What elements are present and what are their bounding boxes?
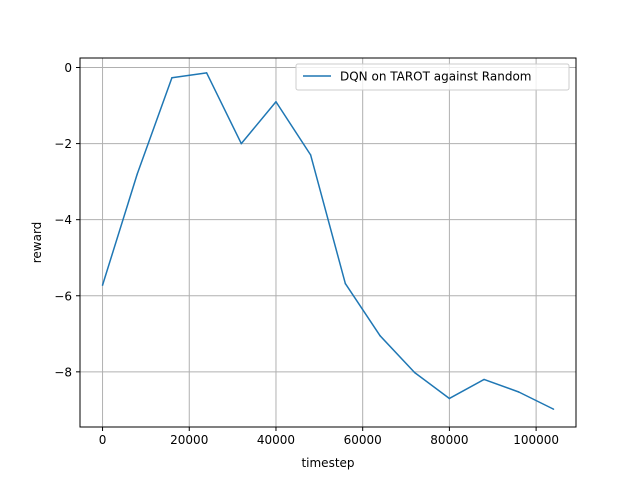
y-tick-label: 0 (64, 61, 72, 75)
x-axis-label: timestep (301, 456, 354, 470)
data-point (101, 284, 104, 286)
legend-entry-label: DQN on TAROT against Random (340, 70, 532, 84)
y-axis-ticks: 0 −2 −4 −6 −8 (54, 61, 80, 379)
data-point (309, 154, 312, 156)
data-point (552, 408, 555, 410)
y-tick-label: −4 (54, 213, 72, 227)
legend-box (295, 63, 570, 91)
y-tick-label: −8 (54, 365, 72, 379)
data-point (379, 334, 381, 337)
x-tick-label: 80000 (430, 433, 468, 447)
data-point (205, 72, 208, 74)
x-tick-label: 60000 (344, 433, 382, 447)
y-tick-label: −2 (54, 137, 72, 151)
series-lines (101, 72, 555, 410)
x-axis-ticks: 0 20000 40000 60000 80000 100000 (99, 427, 559, 447)
series-line (101, 72, 554, 410)
y-axis-label: reward (30, 222, 44, 264)
grid-lines (80, 58, 576, 427)
data-point (448, 397, 451, 400)
x-tick-label: 100000 (513, 433, 559, 447)
y-tick-label: −6 (54, 289, 72, 303)
plot-area-frame (79, 57, 577, 428)
data-point (413, 371, 416, 374)
data-point (275, 100, 277, 103)
legend: DQN on TAROT against Random (295, 63, 570, 91)
data-point (136, 173, 138, 175)
data-point (483, 378, 485, 381)
data-point (344, 282, 347, 285)
data-point (518, 391, 520, 393)
x-tick-label: 20000 (170, 433, 208, 447)
data-point (240, 142, 243, 145)
x-tick-label: 0 (99, 433, 107, 447)
data-point (171, 77, 173, 79)
x-tick-label: 40000 (257, 433, 295, 447)
